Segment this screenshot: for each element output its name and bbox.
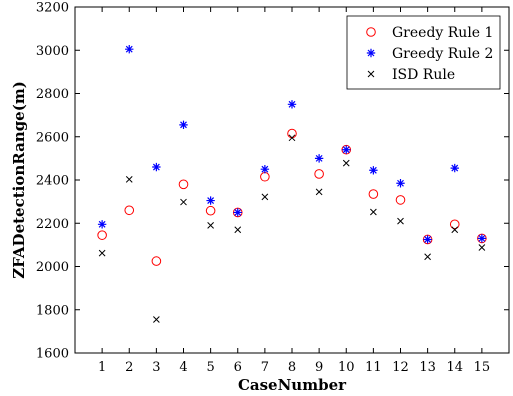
x-tick-label: 10 <box>338 360 355 375</box>
legend-label: ISD Rule <box>392 67 455 83</box>
y-axis: 1600 1800 2000 2200 2400 2600 2800 3000 3200 <box>36 1 509 362</box>
data-point <box>153 316 160 323</box>
x-axis: 1 2 3 4 5 6 7 8 9 10 11 12 13 14 15 <box>98 7 490 375</box>
x-tick-label: 15 <box>474 360 491 375</box>
data-point <box>151 256 162 266</box>
data-point <box>449 219 460 230</box>
data-points <box>97 44 487 323</box>
x-tick-label: 8 <box>288 360 296 375</box>
data-point <box>314 169 324 179</box>
data-point <box>125 175 133 183</box>
x-tick-label: 14 <box>446 360 463 375</box>
y-tick-label: 1600 <box>36 347 69 362</box>
data-point <box>422 234 433 245</box>
legend-label: Greedy Rule 2 <box>392 46 493 62</box>
x-tick-label: 13 <box>419 360 436 375</box>
y-axis-title: ZFADetectionRange(m) <box>10 81 28 279</box>
x-tick-label: 3 <box>152 360 160 375</box>
data-point <box>341 144 352 155</box>
y-tick-label: 2000 <box>36 260 69 275</box>
x-axis-title: CaseNumber <box>238 376 347 394</box>
data-point <box>477 234 487 243</box>
y-tick-label: 2200 <box>36 217 69 232</box>
data-point <box>423 235 432 244</box>
data-point <box>288 134 296 142</box>
series-3 <box>98 134 486 323</box>
data-point <box>98 249 106 257</box>
data-point <box>315 188 323 196</box>
x-tick-label: 9 <box>315 360 323 375</box>
data-point <box>234 226 242 234</box>
data-point <box>450 163 459 173</box>
data-point <box>424 253 431 261</box>
x-tick-label: 2 <box>125 360 133 375</box>
data-point <box>395 195 406 205</box>
x-tick-label: 12 <box>392 360 409 375</box>
data-point <box>124 205 135 216</box>
x-tick-label: 5 <box>206 360 214 375</box>
legend-label: Greedy Rule 1 <box>392 25 493 41</box>
data-point <box>232 207 243 218</box>
y-tick-label: 3200 <box>36 1 69 16</box>
data-point <box>370 208 377 216</box>
data-point <box>368 189 379 199</box>
data-point <box>369 166 378 175</box>
data-point <box>478 244 486 251</box>
series-1 <box>97 128 487 266</box>
legend: Greedy Rule 1 Greedy Rule 2 ISD Rule <box>346 15 501 90</box>
data-point <box>342 145 351 154</box>
series-2 <box>97 44 487 244</box>
y-tick-label: 3000 <box>36 44 69 59</box>
data-point <box>152 162 161 172</box>
data-point <box>260 164 270 174</box>
data-point <box>179 120 188 130</box>
data-point <box>314 154 324 163</box>
x-tick-label: 7 <box>261 360 269 375</box>
y-tick-label: 2600 <box>36 130 69 145</box>
data-point <box>287 100 297 109</box>
data-point <box>206 196 215 205</box>
data-point <box>125 44 134 54</box>
data-point <box>97 230 107 240</box>
y-tick-label: 2800 <box>36 87 69 102</box>
data-point <box>205 205 216 216</box>
data-point <box>396 179 405 188</box>
data-point <box>261 193 269 201</box>
y-tick-label: 1800 <box>36 303 69 318</box>
x-tick-label: 11 <box>365 360 382 375</box>
x-tick-label: 6 <box>234 360 242 375</box>
data-point <box>180 198 187 206</box>
y-tick-label: 2400 <box>36 174 69 189</box>
data-point <box>97 220 107 229</box>
data-point <box>451 226 459 234</box>
data-point <box>397 217 404 225</box>
x-tick-label: 1 <box>98 360 106 375</box>
data-point <box>477 233 487 244</box>
legend-marker <box>366 27 376 37</box>
x-tick-label: 4 <box>179 360 187 375</box>
data-point <box>207 222 214 229</box>
data-point <box>342 159 350 167</box>
legend-marker <box>366 48 376 58</box>
data-point <box>178 179 189 190</box>
legend-marker <box>367 70 375 78</box>
data-point <box>233 208 242 217</box>
